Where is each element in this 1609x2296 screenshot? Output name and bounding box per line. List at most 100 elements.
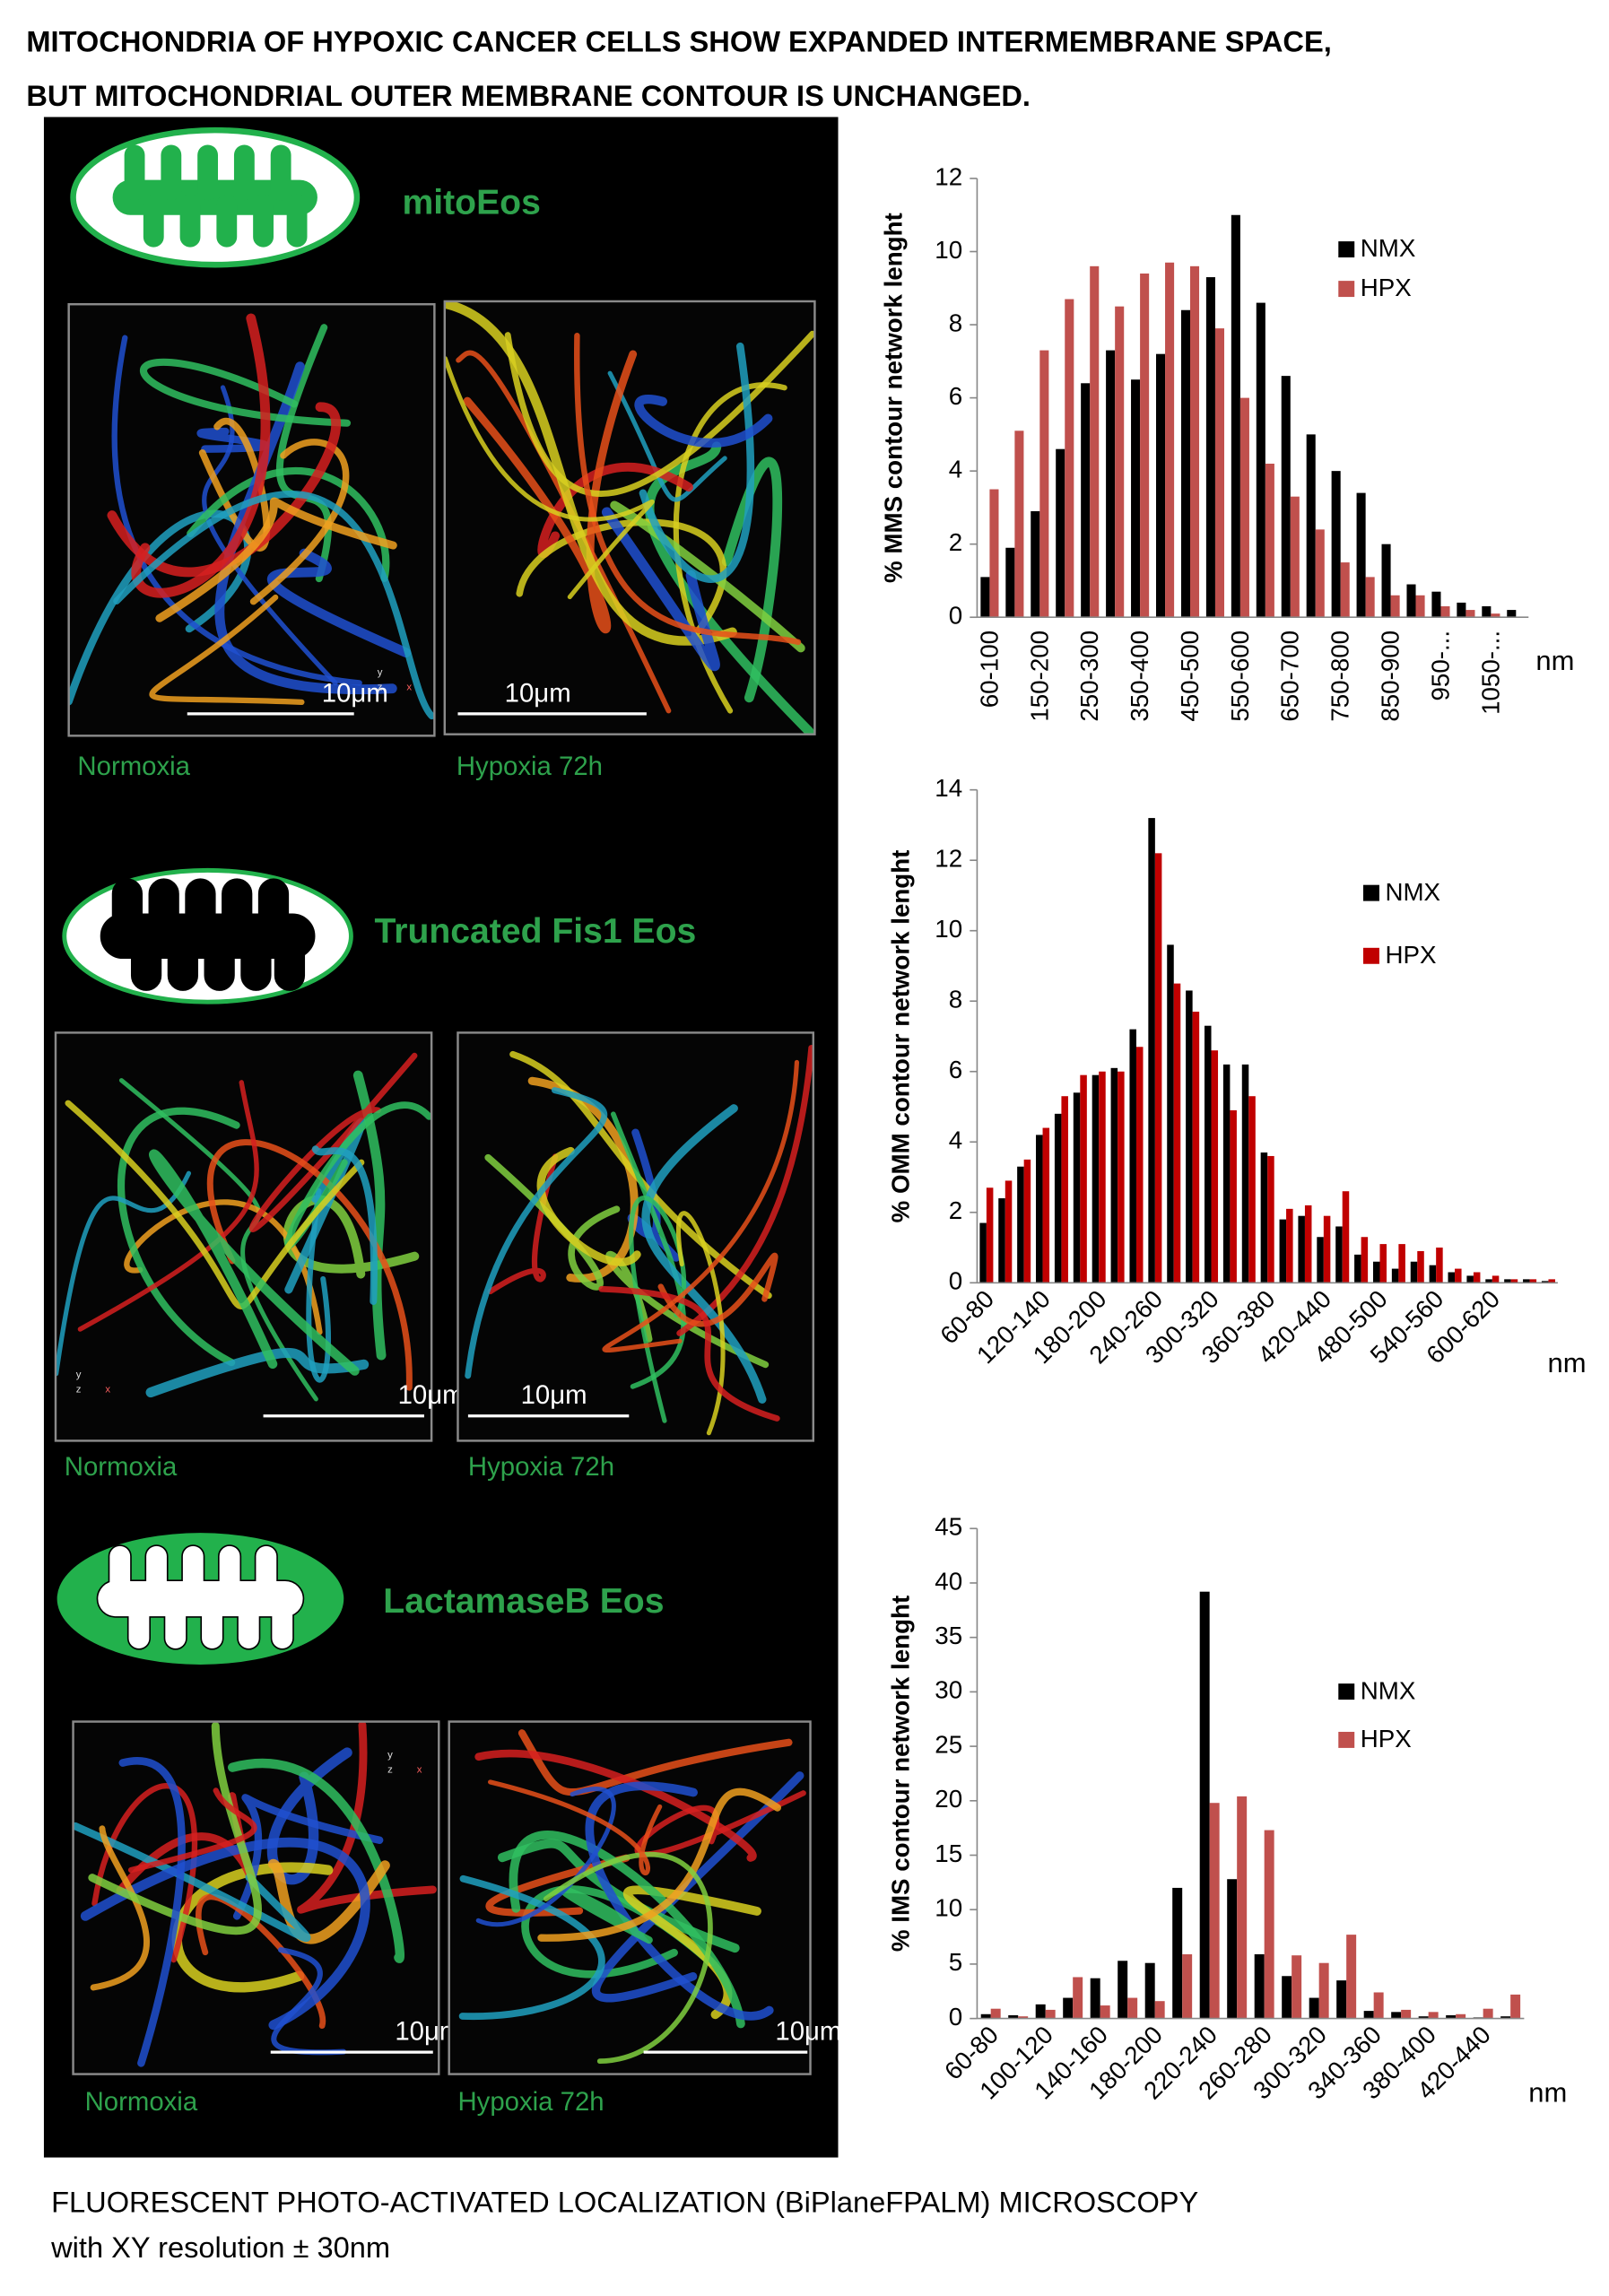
bar <box>1129 1029 1136 1283</box>
micrograph-filament <box>463 350 638 634</box>
legend-swatch <box>1338 281 1355 298</box>
y-tick-label: 2 <box>949 528 962 556</box>
bar <box>1063 1997 1074 2019</box>
bar <box>1036 1135 1043 1283</box>
bar <box>979 1222 987 1283</box>
micrograph-filament <box>639 342 755 583</box>
y-tick-label: 20 <box>935 1785 962 1813</box>
image-caption: Normoxia <box>77 752 190 781</box>
mitochondrion-diagram <box>57 1533 344 1665</box>
bar <box>1065 299 1074 618</box>
bar <box>1081 383 1091 618</box>
micrograph <box>457 1032 813 1441</box>
y-tick-label: 12 <box>935 845 962 873</box>
x-tick-label: 850-900 <box>1377 631 1405 722</box>
micrograph-filament <box>657 1252 778 1327</box>
micrograph-frame <box>443 300 816 735</box>
y-tick-label: 40 <box>935 1567 962 1595</box>
bar <box>1180 309 1190 618</box>
bar <box>1182 1953 1193 2019</box>
bar <box>1406 584 1416 618</box>
bar <box>1342 1191 1350 1283</box>
bar <box>1035 2004 1046 2019</box>
bar <box>1005 1180 1013 1283</box>
legend-label: HPX <box>1361 1725 1412 1752</box>
micrograph-filament <box>444 300 737 646</box>
micrograph-filament <box>148 1149 360 1376</box>
micrograph-filament <box>591 1771 804 2003</box>
micrograph-filament <box>283 1195 420 1279</box>
micrograph-filament <box>601 507 720 672</box>
x-axis-title: nm <box>1528 2077 1567 2109</box>
crista-shape <box>117 883 138 940</box>
x-tick-label: 250-300 <box>1075 631 1103 722</box>
y-axis-title: % IMS contour network lenght <box>887 1596 915 1952</box>
bar <box>1073 1092 1081 1283</box>
x-tick-label: 350-400 <box>1126 631 1153 722</box>
bar <box>1237 1796 1248 2019</box>
scale-bar-label: 10μm <box>322 678 388 708</box>
micrograph-filament <box>55 1170 192 1377</box>
bar <box>1290 496 1300 618</box>
x-tick-label: 1050-... <box>1476 631 1504 715</box>
bar <box>1372 1261 1380 1283</box>
bar <box>1211 1050 1219 1283</box>
bar <box>1482 606 1492 618</box>
bar <box>1317 1237 1324 1283</box>
bar <box>1483 2008 1493 2019</box>
crista-shape <box>146 1545 167 1602</box>
micrograph-filament <box>77 1080 259 1332</box>
image-caption: Normoxia <box>85 2087 198 2117</box>
bar <box>1466 1275 1474 1283</box>
bar <box>980 2013 991 2019</box>
bar <box>1239 397 1249 618</box>
y-tick-label: 35 <box>935 1622 962 1649</box>
crista-shape <box>172 933 194 987</box>
axis-triad-label: y <box>76 1370 82 1380</box>
bar <box>1504 1279 1511 1283</box>
crista-shape <box>202 1596 222 1649</box>
y-tick-label: 0 <box>949 1267 962 1295</box>
micrograph-filament <box>474 1749 757 1862</box>
bar <box>1135 1047 1144 1283</box>
bar <box>1144 1962 1155 2019</box>
y-tick-label: 5 <box>949 1948 962 1976</box>
mitochondrion-diagram <box>70 126 361 268</box>
title-line: MITOCHONDRIA OF HYPOXIC CANCER CELLS SHO… <box>26 25 1331 58</box>
scale-bar-label: 10μm <box>398 1380 465 1410</box>
scale-bar-label: 10μm <box>505 678 571 708</box>
bar <box>1548 1279 1555 1283</box>
y-tick-label: 2 <box>949 1196 962 1224</box>
bar <box>1281 376 1291 618</box>
bar <box>1431 591 1441 618</box>
bar <box>1417 1250 1424 1283</box>
micrograph-filament <box>602 1059 800 1353</box>
bar <box>1500 2016 1511 2019</box>
micrograph-filament <box>127 1787 257 1874</box>
bar <box>1092 1074 1100 1283</box>
mitochondrion-diagram <box>62 867 353 1004</box>
crista-shape <box>246 933 266 987</box>
bar <box>1140 273 1150 618</box>
micrograph-filament <box>140 358 352 427</box>
bar <box>1523 1279 1530 1283</box>
bar <box>1265 463 1274 618</box>
bar <box>1440 606 1450 618</box>
bar <box>1507 610 1517 618</box>
micrograph-filament <box>196 427 270 453</box>
legend-label: HPX <box>1361 274 1412 301</box>
bar <box>1309 1997 1319 2019</box>
legend-swatch <box>1362 947 1379 964</box>
bar <box>1005 547 1015 618</box>
bar <box>1110 1067 1118 1283</box>
bar <box>990 2008 1001 2019</box>
bar <box>1292 1955 1302 2019</box>
bar <box>1361 1237 1369 1283</box>
micrograph <box>73 1721 439 2074</box>
micrograph-filament <box>228 1759 405 1963</box>
crista-shape <box>161 144 182 201</box>
bar <box>1214 328 1225 618</box>
micrograph-filament <box>536 1146 641 1266</box>
axis-triad-label: y <box>378 667 383 678</box>
bar <box>1286 1208 1293 1283</box>
